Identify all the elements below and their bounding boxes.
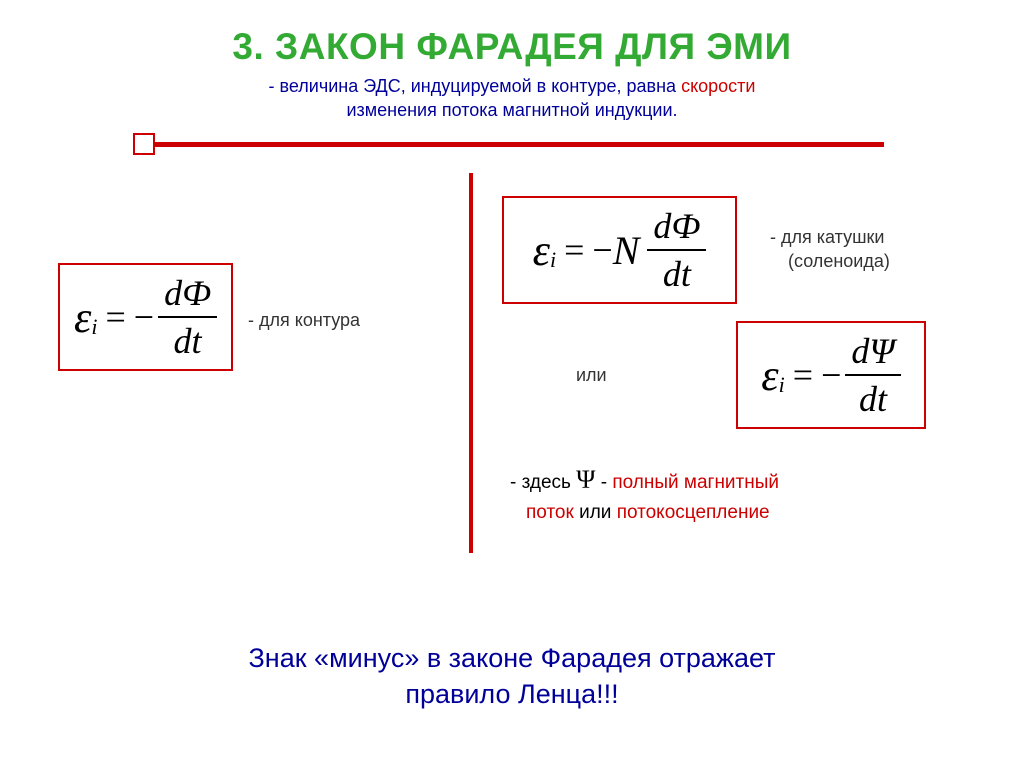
fn-red2: потокосцепление [617,502,770,523]
f2-den: dt [657,253,697,295]
divider [142,142,884,147]
f2-sub: i [550,247,556,273]
subtitle-pre: - величина ЭДС, индуцируемой в контуре, … [269,76,682,96]
divider-line [142,142,884,147]
f2-minus: − [592,229,612,271]
formula-coil: εi = − N dФ dt [502,196,737,304]
fn-red1: полный магнитный [612,472,779,493]
f3-bar [845,374,900,376]
slide-subtitle: - величина ЭДС, индуцируемой в контуре, … [0,74,1024,123]
subtitle-line2: изменения потока магнитной индукции. [346,100,677,120]
fn-l2b: или [574,502,617,523]
flux-footnote: - здесь Ψ - полный магнитный поток или п… [510,460,779,528]
f2-fraction: dФ dt [647,205,706,295]
coil-label-l1: - для катушки [770,227,884,247]
fn-psi: Ψ [576,465,595,494]
f3-den: dt [853,378,893,420]
formula-coil-label: - для катушки (соленоида) [770,225,890,274]
f3-minus: − [821,354,841,396]
coil-label-l2: (соленоида) [770,251,890,271]
f3-fraction: dΨ dt [845,330,900,420]
f2-N: N [613,227,640,274]
bottom-note: Знак «минус» в законе Фарадея отражает п… [0,640,1024,713]
f1-fraction: dФ dt [158,272,217,362]
f1-num: dФ [158,272,217,314]
f1-minus: − [134,296,154,338]
slide-title: 3. ЗАКОН ФАРАДЕЯ ДЛЯ ЭМИ [0,0,1024,68]
f2-epsilon: ε [533,225,550,276]
f3-epsilon: ε [761,350,778,401]
bottom-l1: Знак «минус» в законе Фарадея отражает [249,643,776,673]
f1-den: dt [168,320,208,362]
f1-sub: i [91,314,97,340]
formula-contour: εi = − dФ dt [58,263,233,371]
subtitle-highlight: скорости [681,76,755,96]
f3-sub: i [779,372,785,398]
fn-mid1: - [601,472,613,493]
fn-l2a: поток [526,502,574,523]
formula-flux-linkage: εi = − dΨ dt [736,321,926,429]
fn-pre: - здесь [510,472,576,493]
divider-square [133,133,155,155]
f1-epsilon: ε [74,292,91,343]
bottom-l2: правило Ленца!!! [405,679,618,709]
formula-contour-label: - для контура [248,310,360,331]
f3-num: dΨ [845,330,900,372]
f2-eq: = [556,229,592,271]
f2-num: dФ [647,205,706,247]
f1-bar [158,316,217,318]
f2-bar [647,249,706,251]
f1-eq: = [97,296,133,338]
vertical-separator [469,173,473,553]
f3-eq: = [785,354,821,396]
or-label: или [576,365,607,386]
